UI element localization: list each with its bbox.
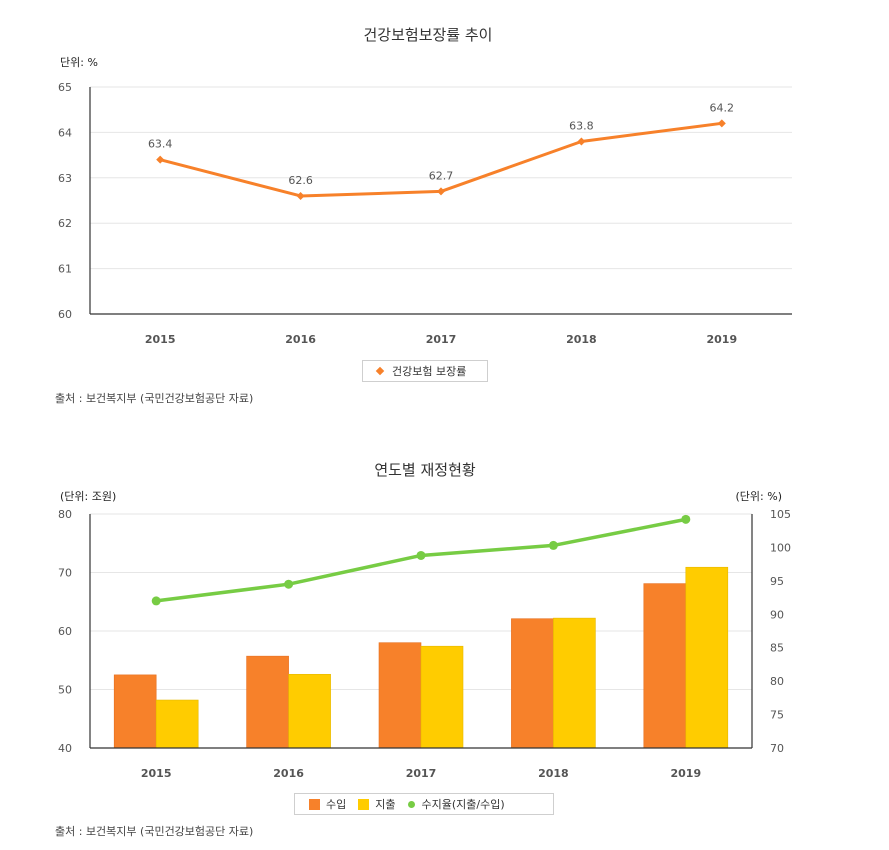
right-axis-unit-label: (단위: %)	[736, 490, 782, 503]
x-tick-label: 2016	[273, 767, 304, 780]
legend-item-coverage: 건강보험 보장률	[375, 363, 467, 379]
legend-label: 건강보험 보장률	[392, 365, 467, 378]
x-tick-label: 2015	[145, 333, 176, 346]
x-tick-label: 2017	[406, 767, 437, 780]
data-point	[296, 191, 305, 200]
data-point	[717, 119, 726, 128]
x-tick-label: 2018	[566, 333, 597, 346]
series-line-coverage	[159, 121, 722, 198]
finance-chart: 연도별 재정현황 (단위: 조원) (단위: %) 40 50 60 70 80 70 75…	[0, 430, 889, 850]
left-y-tick-label: 50	[58, 684, 72, 697]
legend-label: 지출	[375, 798, 396, 811]
x-tick-label: 2017	[426, 333, 457, 346]
bar-expense	[288, 673, 331, 749]
x-tick-label: 2016	[285, 333, 316, 346]
source-note: 출처 : 보건복지부 (국민건강보험공단 자료)	[55, 392, 254, 405]
right-y-tick-label: 80	[770, 675, 784, 688]
right-y-tick-label: 90	[770, 608, 784, 621]
y-tick-label: 63	[58, 172, 72, 185]
bar-income	[643, 583, 687, 749]
y-axis-unit-label: 단위: %	[60, 56, 98, 69]
y-tick-label: 61	[58, 263, 72, 276]
data-point	[284, 579, 294, 589]
right-y-tick-label: 70	[770, 742, 784, 755]
x-tick-label: 2019	[706, 333, 737, 346]
legend-item-expense: 지출	[358, 796, 396, 812]
source-note: 출처 : 보건복지부 (국민건강보험공단 자료)	[55, 825, 254, 838]
right-y-tick-label: 95	[770, 575, 784, 588]
data-point	[548, 540, 558, 550]
y-tick-label: 65	[58, 81, 72, 94]
right-y-tick-label: 75	[770, 709, 784, 722]
data-point	[156, 155, 165, 164]
left-y-tick-label: 80	[58, 508, 72, 521]
legend-item-income: 수입	[309, 796, 346, 812]
finance-chart-svg: 연도별 재정현황 (단위: 조원) (단위: %) 40 50 60 70 80 70 75…	[58, 461, 791, 780]
data-label: 62.6	[288, 174, 313, 187]
data-label: 63.8	[569, 119, 594, 132]
bar-income	[246, 655, 289, 749]
x-tick-label: 2019	[670, 767, 701, 780]
data-point	[577, 137, 586, 146]
legend-dot-icon	[407, 800, 415, 808]
data-point	[681, 514, 691, 524]
right-y-tick-label: 100	[770, 541, 791, 554]
legend-label: 수지율(지출/수입)	[421, 798, 505, 811]
left-y-tick-label: 70	[58, 567, 72, 580]
data-label: 64.2	[710, 101, 735, 114]
x-tick-label: 2015	[141, 767, 172, 780]
y-tick-label: 64	[58, 126, 72, 139]
data-point	[151, 596, 161, 606]
y-tick-label: 62	[58, 217, 72, 230]
legend-item-ratio: 수지율(지출/수입)	[407, 796, 505, 812]
legend-diamond-icon	[375, 366, 385, 376]
bar-expense	[155, 699, 199, 749]
series-line-ratio	[155, 517, 687, 603]
bar-expense	[420, 645, 464, 749]
data-point	[437, 187, 445, 196]
right-y-tick-label: 85	[770, 642, 784, 655]
bar-expense	[553, 617, 596, 749]
data-label: 63.4	[148, 138, 173, 151]
chart-title: 연도별 재정현황	[374, 461, 476, 479]
coverage-chart: 건강보험보장률 추이 단위: % 60 61 62 63 64 65 2015 2016 201…	[0, 0, 889, 420]
left-y-tick-label: 60	[58, 625, 72, 638]
y-tick-label: 60	[58, 308, 72, 321]
left-y-tick-label: 40	[58, 742, 72, 755]
chart-title: 건강보험보장률 추이	[364, 26, 493, 44]
bar-income	[378, 642, 422, 749]
x-tick-label: 2018	[538, 767, 569, 780]
bar-income	[113, 674, 157, 749]
coverage-chart-svg: 건강보험보장률 추이 단위: % 60 61 62 63 64 65 2015 2016 201…	[58, 26, 792, 346]
left-axis-unit-label: (단위: 조원)	[60, 490, 116, 503]
legend-square-icon	[358, 798, 370, 810]
bar-expense	[685, 566, 729, 749]
legend-label: 수입	[326, 798, 347, 811]
right-y-tick-label: 105	[770, 508, 791, 521]
chart-legend: 건강보험 보장률	[362, 360, 488, 382]
data-point	[416, 550, 426, 560]
data-label: 62.7	[429, 169, 454, 182]
bar-income	[511, 618, 554, 749]
chart-legend: 수입 지출 수지율(지출/수입)	[294, 793, 554, 815]
legend-square-icon	[309, 798, 320, 810]
